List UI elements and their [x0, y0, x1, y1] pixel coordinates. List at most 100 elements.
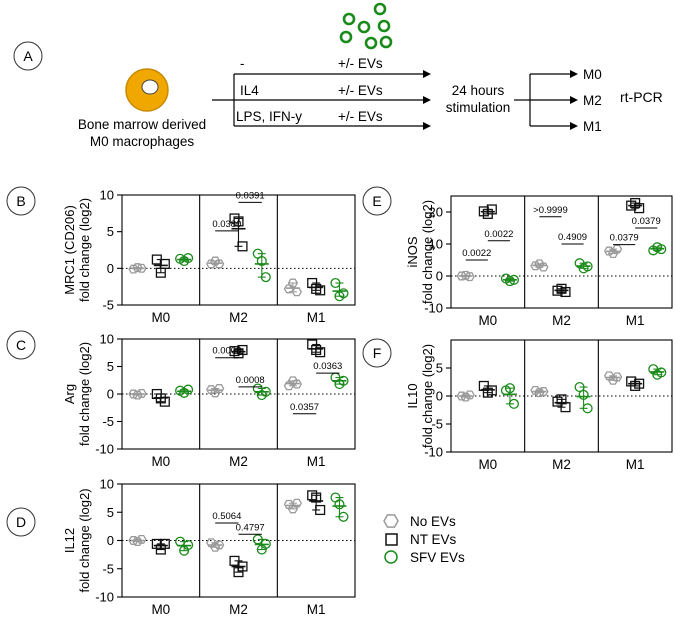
- data-point-no-evs: [534, 259, 545, 269]
- y-tick-label: 20: [429, 205, 443, 220]
- p-value-label: >0.9999: [533, 205, 568, 216]
- treatment-arrows: [234, 70, 431, 130]
- data-point-no-evs: [128, 389, 139, 399]
- panel-label-a: A: [23, 48, 33, 64]
- data-point-no-evs: [287, 376, 299, 386]
- y-tick-label: 10: [100, 477, 114, 492]
- legend-marker-no-evs: [383, 514, 399, 528]
- y-axis-label: iNOSfold change (log2): [405, 200, 435, 304]
- data-point-no-evs: [214, 384, 225, 393]
- legend-label-sfv-evs: SFV EVs: [410, 550, 465, 565]
- y-tick-label: 10: [429, 237, 443, 252]
- ev-vesicles-icon: [339, 2, 393, 50]
- output-label-m0: M0: [583, 67, 602, 82]
- y-axis-label-line2: fold change (log2): [77, 342, 92, 446]
- data-point-nt-evs: [159, 538, 170, 549]
- y-tick-label: -5: [431, 417, 443, 432]
- y-axis-label-line1: MRC1 (CD206): [62, 205, 77, 295]
- y-tick-label: 0: [436, 269, 443, 284]
- vesicle: [339, 30, 353, 44]
- panel-label-circle: [6, 330, 36, 360]
- data-point-sfv-evs: [656, 367, 667, 378]
- y-tick-label: -10: [95, 590, 114, 605]
- data-point-nt-evs: [159, 258, 170, 269]
- data-point-no-evs: [291, 379, 303, 389]
- data-point-sfv-evs: [574, 381, 585, 393]
- output-label-m1: M1: [583, 119, 602, 134]
- time-label-line2: stimulation: [446, 100, 511, 115]
- data-point-no-evs: [210, 388, 221, 398]
- y-axis-label-line2: fold change (log2): [77, 488, 92, 592]
- y-axis-label-line1: IL12: [62, 528, 77, 553]
- legend-marker-nt-evs: [385, 533, 398, 546]
- panel-label-circle: [6, 507, 36, 537]
- y-tick-label: 5: [107, 505, 114, 520]
- data-point-sfv-evs: [582, 403, 593, 414]
- panel-label-circle: [362, 338, 392, 368]
- data-point-nt-evs: [233, 216, 244, 227]
- data-point-nt-evs: [486, 204, 497, 215]
- data-point-sfv-evs: [330, 277, 341, 289]
- data-point-no-evs: [136, 534, 147, 544]
- data-point-sfv-evs: [260, 272, 271, 283]
- y-tick-label: -10: [424, 301, 443, 316]
- data-point-sfv-evs: [338, 511, 349, 522]
- data-point-no-evs: [603, 371, 615, 381]
- group-label-m0: M0: [151, 310, 170, 325]
- y-axis-label: MRC1 (CD206)fold change (log2): [62, 198, 92, 302]
- panel-label-circle: [13, 41, 43, 71]
- group-label-m0: M0: [151, 602, 170, 617]
- arrow-head-2: [423, 96, 431, 104]
- y-tick-label: 10: [100, 188, 114, 203]
- schematic-panel-a: A Bone marrow derived M0 macrophages - I…: [13, 2, 663, 149]
- y-tick-label: 10: [100, 332, 114, 347]
- y-axis-label: Argfold change (log2): [62, 342, 92, 446]
- vesicle: [364, 36, 378, 50]
- data-point-sfv-evs: [338, 288, 349, 299]
- data-point-no-evs: [283, 499, 295, 509]
- ev-label-3: +/- EVs: [338, 109, 383, 124]
- y-axis-label-line2: fold change (log2): [420, 344, 435, 448]
- p-value-label: 0.0008: [236, 375, 265, 386]
- chart-panel-d: D -10 -5 0 5 10 IL12fold change (log2) M0 M2 M1 0.…: [6, 477, 356, 617]
- group-label-m0: M0: [151, 454, 170, 469]
- panel-label-circle: [6, 186, 36, 216]
- data-point-nt-evs: [315, 504, 326, 516]
- data-point-sfv-evs: [252, 534, 263, 545]
- data-point-no-evs: [611, 372, 623, 382]
- cell-nucleus: [141, 79, 159, 95]
- vesicle: [377, 19, 391, 33]
- data-point-no-evs: [283, 381, 295, 391]
- data-point-sfv-evs: [256, 255, 267, 267]
- plot-frame: [450, 195, 673, 309]
- group-label-m2: M2: [229, 602, 248, 617]
- data-point-nt-evs: [560, 402, 571, 413]
- y-axis-label-line2: fold change (log2): [420, 200, 435, 304]
- data-point-nt-evs: [315, 285, 326, 296]
- y-tick-label: 0: [107, 533, 114, 548]
- data-point-sfv-evs: [504, 276, 515, 287]
- group-label-m2: M2: [229, 454, 248, 469]
- data-point-nt-evs: [229, 555, 240, 566]
- output-arrow-head-2: [570, 96, 578, 104]
- data-point-no-evs: [460, 270, 471, 280]
- data-point-no-evs: [128, 264, 139, 274]
- p-value-label: 0.4797: [236, 522, 265, 533]
- data-point-no-evs: [132, 390, 143, 400]
- y-tick-label: 5: [107, 359, 114, 374]
- data-point-no-evs: [132, 263, 143, 273]
- data-point-sfv-evs: [582, 261, 593, 272]
- data-point-nt-evs: [486, 385, 497, 396]
- p-value-label: 0.0008: [212, 346, 241, 357]
- data-point-no-evs: [210, 256, 221, 266]
- group-label-m0: M0: [478, 313, 497, 328]
- data-point-sfv-evs: [183, 253, 194, 264]
- vesicle: [357, 20, 371, 34]
- data-point-no-evs: [206, 259, 217, 269]
- data-point-sfv-evs: [338, 375, 349, 386]
- data-point-no-evs: [530, 385, 541, 395]
- data-point-nt-evs: [311, 492, 322, 503]
- group-label-m1: M1: [626, 457, 645, 472]
- treatment-label-1: -: [240, 56, 245, 71]
- p-value-label: 0.5064: [212, 511, 241, 522]
